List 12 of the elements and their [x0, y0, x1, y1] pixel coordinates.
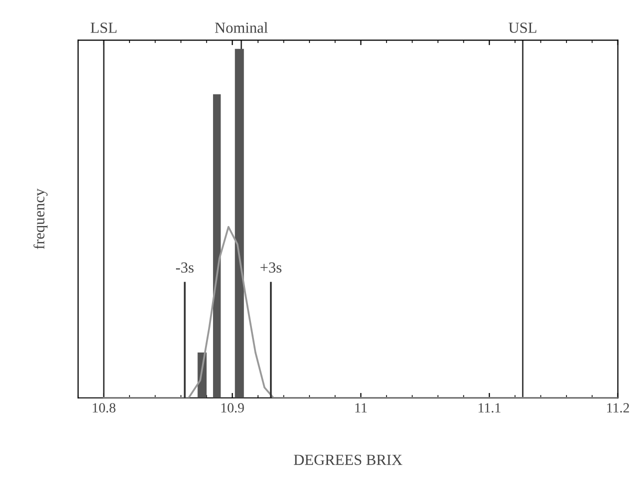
x-tick-label: 10.9	[221, 403, 244, 413]
ref-line-label: Nominal	[215, 22, 268, 33]
x-tick-label: 11.2	[607, 403, 629, 413]
x-tick-label: 10.8	[92, 403, 116, 413]
x-axis-title: DEGREES BRIX	[294, 454, 402, 465]
ref-line-label: LSL	[90, 22, 116, 33]
y-axis-title: frequency	[33, 188, 48, 250]
x-tick-label: 11	[355, 403, 367, 412]
series-label: +3s	[260, 262, 282, 273]
series-label: -3s	[176, 262, 194, 273]
ref-line-label: USL	[508, 22, 536, 33]
x-tick-label: 11.1	[478, 403, 500, 413]
